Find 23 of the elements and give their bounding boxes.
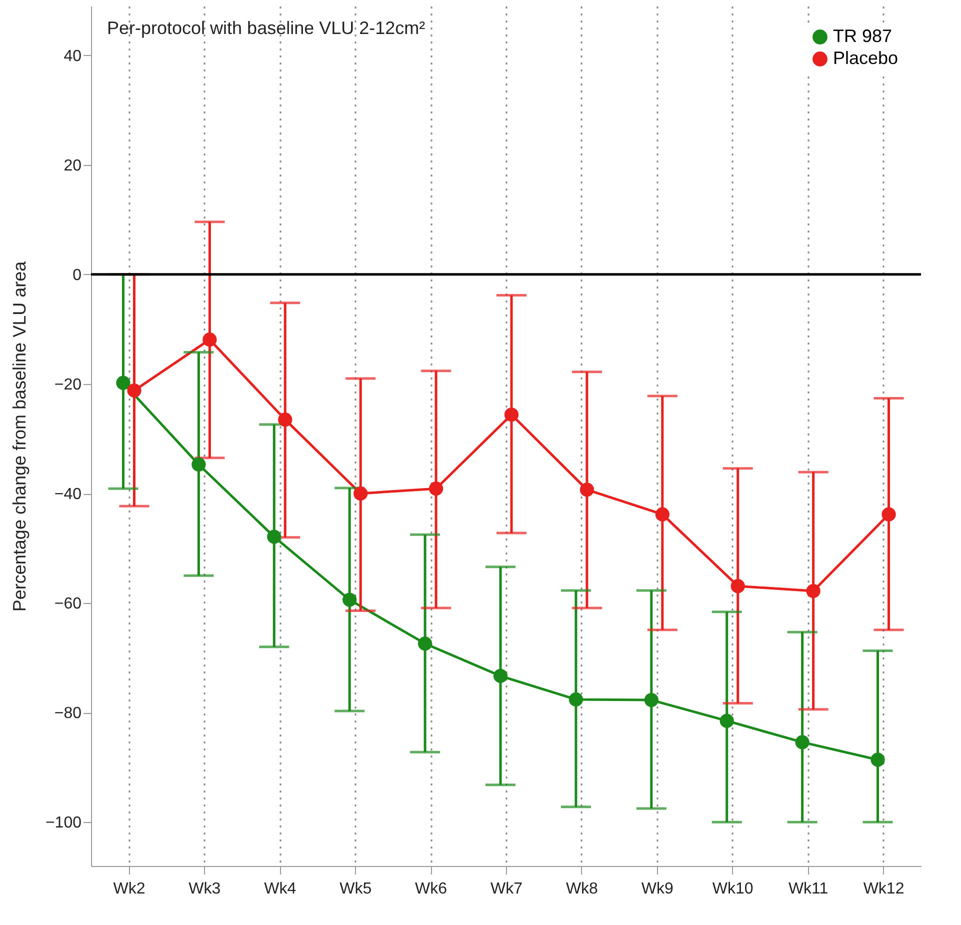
y-tick-label: 20: [64, 157, 82, 174]
y-tick-label: 0: [72, 266, 82, 284]
x-tick-label: Wk10: [712, 880, 754, 898]
annotation: Per-protocol with baseline VLU 2-12cm²: [107, 18, 426, 38]
y-tick-label: 40: [64, 48, 82, 65]
legend-label: TR 987: [833, 26, 892, 46]
x-tick-label: Wk6: [415, 880, 448, 898]
x-tick-label: Wk5: [340, 880, 372, 898]
y-tick-label: −80: [54, 705, 82, 722]
legend-label: Placebo: [833, 48, 898, 68]
y-tick-label: −100: [45, 814, 82, 832]
y-tick-label: −20: [54, 376, 82, 394]
x-tick-label: Wk8: [566, 880, 598, 898]
y-tick-label: −40: [54, 486, 82, 504]
x-tick-label: Wk3: [188, 880, 221, 898]
x-tick-label: Wk7: [490, 880, 523, 898]
x-tick-label: Wk9: [641, 880, 674, 898]
y-axis-title: Percentage change from baseline VLU area: [9, 260, 30, 612]
x-tick-label: Wk4: [264, 880, 296, 898]
x-tick-label: Wk11: [788, 880, 828, 898]
y-tick-label: −60: [54, 596, 82, 613]
x-tick-label: Wk12: [863, 880, 904, 898]
x-tick-label: Wk2: [113, 880, 146, 898]
